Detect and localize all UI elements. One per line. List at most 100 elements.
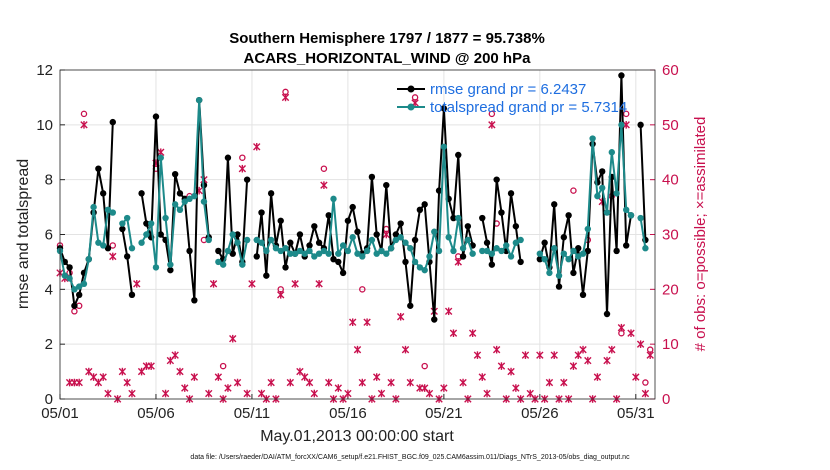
assimilated-obs-marker — [214, 373, 223, 381]
y-tick-label: 12 — [36, 62, 53, 79]
rmse-point — [296, 231, 304, 238]
y-right-tick-label: 20 — [662, 281, 679, 298]
rmse-point — [335, 258, 342, 266]
totalspread-point — [200, 198, 208, 205]
totalspread-point — [162, 214, 169, 222]
x-tick-label: 05/31 — [617, 405, 655, 422]
assimilated-obs-marker — [109, 252, 117, 261]
rmse-point — [421, 201, 428, 208]
possible-obs-marker — [488, 110, 496, 118]
assimilated-obs-marker — [238, 164, 247, 173]
assimilated-obs-marker — [181, 384, 189, 392]
assimilated-obs-marker — [286, 378, 295, 387]
rmse-point — [315, 239, 323, 246]
possible-obs-marker — [570, 187, 577, 194]
assimilated-obs-marker — [281, 93, 290, 102]
rmse-point — [637, 121, 644, 129]
totalspread-point — [503, 242, 510, 249]
assimilated-obs-marker — [622, 121, 630, 129]
assimilated-obs-marker — [80, 121, 88, 129]
assimilated-obs-marker — [123, 378, 131, 387]
rmse-point — [277, 217, 284, 224]
rmse-point — [584, 247, 592, 255]
rmse-point — [167, 266, 174, 274]
rmse-point — [579, 291, 587, 299]
assimilated-obs-marker — [550, 351, 558, 359]
assimilated-obs-marker — [310, 389, 319, 398]
rmse-point — [243, 176, 251, 183]
assimilated-obs-marker — [358, 378, 366, 387]
assimilated-obs-marker — [507, 367, 515, 376]
totalspread-point — [378, 247, 385, 255]
totalspread-point — [344, 247, 352, 255]
y-right-tick-label: 60 — [662, 62, 679, 79]
totalspread-point — [234, 239, 241, 246]
totalspread-point — [176, 206, 184, 214]
rmse-point — [138, 190, 145, 197]
totalspread-point — [599, 184, 606, 192]
rmse-point — [234, 231, 241, 238]
totalspread-point — [229, 231, 236, 238]
rmse-point — [464, 223, 472, 230]
assimilated-obs-marker — [608, 345, 616, 354]
rmse-point — [344, 217, 352, 224]
totalspread-point — [282, 245, 289, 252]
assimilated-obs-marker — [205, 389, 213, 398]
totalspread-point — [479, 247, 486, 255]
assimilated-obs-marker — [104, 389, 112, 398]
totalspread-point — [157, 154, 164, 161]
rmse-point — [354, 228, 361, 235]
assimilated-obs-marker — [387, 378, 395, 387]
rmse-point — [123, 253, 131, 260]
assimilated-obs-marker — [349, 318, 357, 327]
rmse-point — [512, 223, 520, 230]
rmse-point — [493, 176, 500, 183]
y-right-tick-label: 10 — [662, 336, 679, 353]
totalspread-point — [426, 253, 433, 260]
assimilated-obs-marker — [536, 351, 544, 359]
totalspread-point — [517, 236, 524, 244]
assimilated-obs-marker — [449, 329, 458, 337]
assimilated-obs-marker — [459, 378, 467, 387]
totalspread-point — [75, 283, 83, 290]
y-tick-label: 10 — [36, 117, 53, 134]
totalspread-point — [301, 250, 308, 257]
totalspread-point — [445, 234, 452, 241]
rmse-point — [440, 105, 448, 112]
y-tick-label: 4 — [45, 281, 53, 298]
assimilated-obs-marker — [593, 373, 602, 381]
rmse-point — [191, 297, 198, 304]
rmse-point — [99, 190, 107, 197]
plot-frame — [59, 69, 656, 400]
totalspread-point — [277, 247, 284, 255]
totalspread-point — [565, 255, 572, 263]
rmse-point — [517, 258, 524, 266]
rmse-point — [119, 225, 126, 233]
totalspread-point — [205, 236, 212, 244]
totalspread-point — [267, 236, 275, 244]
totalspread-point — [263, 247, 270, 255]
legend: rmse grand pr = 6.2437 totalspread grand… — [397, 81, 627, 116]
assimilated-obs-marker — [521, 351, 530, 359]
rmse-point — [109, 118, 116, 126]
rmse-point — [287, 239, 294, 246]
assimilated-obs-marker — [229, 334, 237, 343]
rmse-point — [368, 173, 376, 181]
assimilated-obs-marker — [603, 356, 611, 365]
rmse-point — [431, 316, 438, 323]
possible-obs-marker — [109, 242, 117, 249]
totalspread-point — [335, 250, 342, 257]
assimilated-obs-marker — [641, 389, 650, 398]
rmse-point — [66, 264, 73, 271]
rmse-point — [435, 187, 443, 194]
totalspread-point — [287, 250, 294, 257]
assimilated-obs-marker — [305, 378, 314, 387]
rmse-point — [71, 302, 78, 309]
rmse-point — [157, 231, 164, 238]
rmse-point — [536, 255, 544, 263]
assimilated-obs-marker — [248, 280, 256, 288]
totalspread-point — [627, 212, 635, 219]
assimilated-obs-marker — [636, 340, 645, 348]
totalspread-point — [349, 234, 356, 241]
totalspread-point — [253, 236, 260, 244]
